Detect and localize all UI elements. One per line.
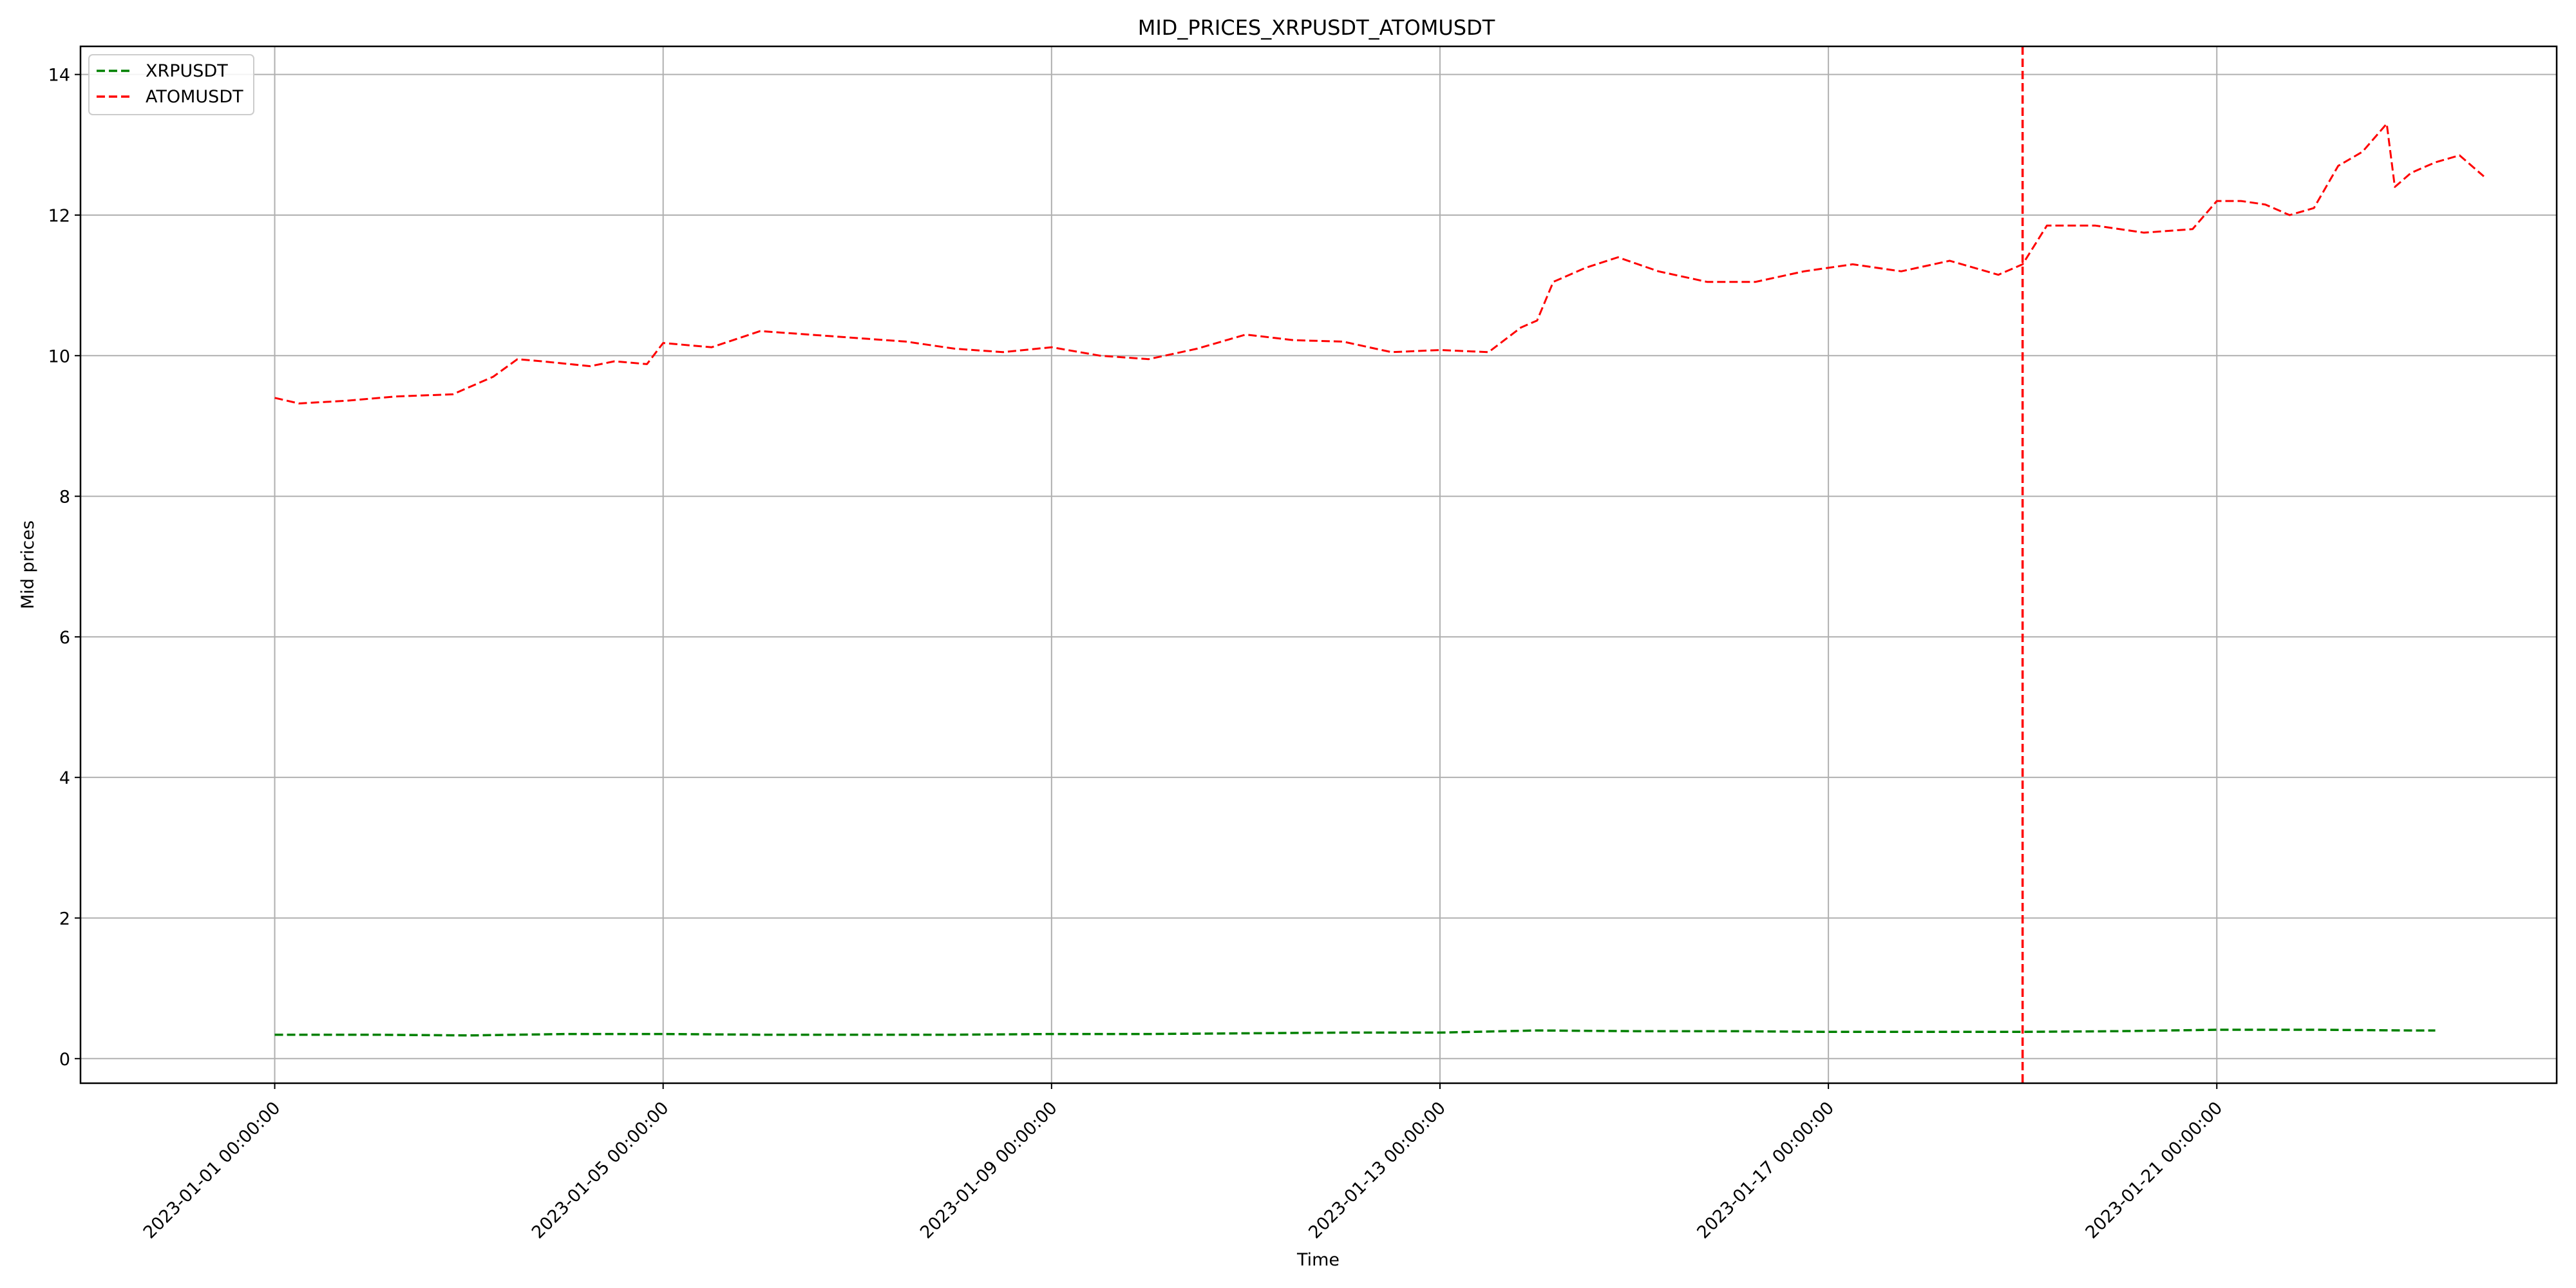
y-axis: 0 2 4 6 8 10 12 14 <box>48 66 80 1070</box>
y-tick-label: 14 <box>48 66 70 86</box>
plot-frame <box>79 45 2558 1084</box>
y-tick-label: 2 <box>59 909 70 929</box>
y-tick-label: 6 <box>59 628 70 648</box>
legend-box <box>88 54 254 115</box>
legend: XRPUSDT ATOMUSDT <box>88 54 254 115</box>
series-line-atomusdt <box>274 122 2485 404</box>
chart-title: MID_PRICES_XRPUSDT_ATOMUSDT <box>1138 15 1495 40</box>
series-line-xrpusdt <box>274 1028 2436 1037</box>
y-tick-label: 8 <box>59 488 70 507</box>
legend-label-xrpusdt: XRPUSDT <box>146 61 228 81</box>
grid-lines <box>80 46 2557 1083</box>
y-tick-label: 0 <box>59 1050 70 1070</box>
y-axis-label: Mid prices <box>18 520 38 609</box>
x-axis-label: Time <box>1296 1250 1340 1270</box>
y-tick-label: 10 <box>48 346 70 366</box>
y-tick-label: 12 <box>48 206 70 226</box>
legend-label-atomusdt: ATOMUSDT <box>146 87 243 107</box>
series-layer <box>274 122 2485 1037</box>
y-tick-label: 4 <box>59 768 70 788</box>
